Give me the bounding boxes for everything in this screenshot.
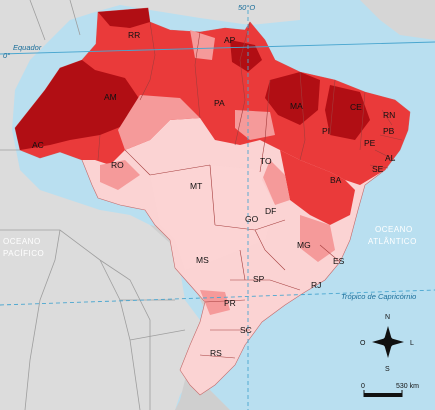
equator-line — [0, 41, 435, 55]
tropic-line — [0, 289, 435, 306]
state-label-pa: PA — [214, 98, 225, 108]
state-label-rj: RJ — [311, 280, 321, 290]
equator-degree-label: 0° — [3, 51, 10, 60]
state-label-es: ES — [333, 256, 345, 266]
state-label-df: DF — [265, 206, 276, 216]
scale-start-label: 0 — [361, 383, 365, 390]
state-label-ac: AC — [32, 140, 44, 150]
state-label-sp: SP — [253, 274, 265, 284]
compass-north-label: N — [385, 314, 390, 321]
state-label-ba: BA — [330, 175, 342, 185]
compass-south-label: S — [385, 366, 390, 373]
state-label-pr: PR — [224, 298, 236, 308]
compass-east-label: L — [410, 340, 414, 347]
state-label-go: GO — [245, 214, 259, 224]
state-label-ap: AP — [224, 35, 236, 45]
reference-lines — [0, 10, 435, 410]
brazil-territory — [14, 7, 411, 396]
state-label-sc: SC — [240, 325, 252, 335]
pacific-ocean-label-2: PACÍFICO — [3, 249, 44, 258]
state-label-rn: RN — [383, 110, 395, 120]
state-label-rr: RR — [128, 30, 140, 40]
state-label-am: AM — [104, 92, 117, 102]
scale-bar: 0 530 km — [361, 383, 419, 397]
compass-rose: N S L O — [360, 314, 414, 373]
state-label-rs: RS — [210, 348, 222, 358]
state-label-to: TO — [260, 156, 272, 166]
state-label-ma: MA — [290, 101, 303, 111]
state-label-pb: PB — [383, 126, 395, 136]
atlantic-ocean-label-2: ATLÂNTICO — [368, 237, 417, 246]
state-label-ms: MS — [196, 255, 209, 265]
state-label-mt: MT — [190, 181, 202, 191]
state-label-pi: PI — [322, 126, 330, 136]
scale-end-label: 530 km — [396, 383, 419, 390]
state-label-se: SE — [372, 164, 384, 174]
state-label-pe: PE — [364, 138, 376, 148]
state-label-mg: MG — [297, 240, 311, 250]
equator-label: Equador — [13, 43, 42, 52]
atlantic-ocean-label-1: OCEANO — [375, 225, 413, 234]
state-label-ro: RO — [111, 160, 124, 170]
meridian-label: 50°O — [238, 3, 255, 12]
pacific-ocean-label-1: OCEANO — [3, 237, 41, 246]
state-label-ce: CE — [350, 102, 362, 112]
compass-west-label: O — [360, 340, 366, 347]
state-label-al: AL — [385, 153, 396, 163]
tropic-label: Trópico de Capricórnio — [341, 292, 416, 301]
